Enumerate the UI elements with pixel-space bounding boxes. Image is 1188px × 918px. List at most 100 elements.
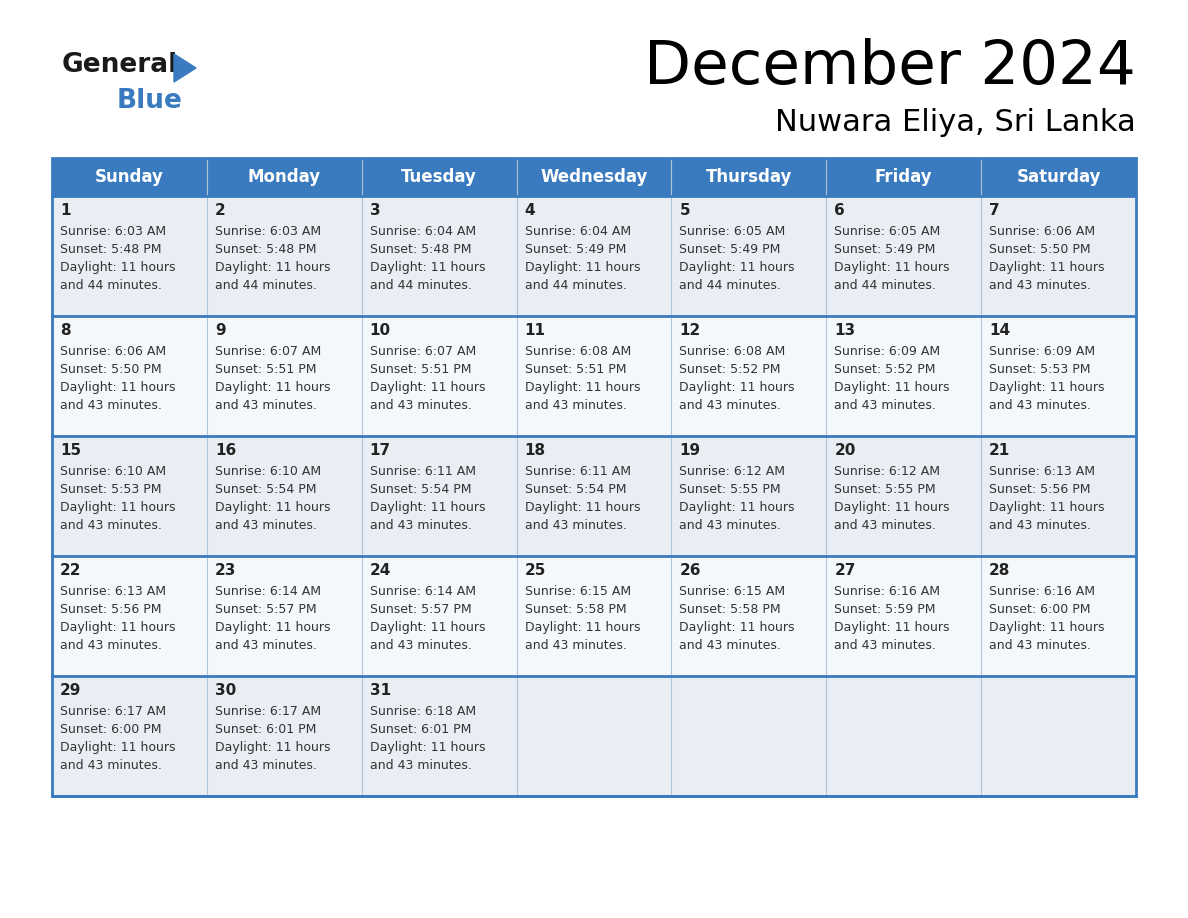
Text: and 43 minutes.: and 43 minutes.: [61, 519, 162, 532]
Text: Daylight: 11 hours: Daylight: 11 hours: [215, 621, 330, 634]
Text: Sunrise: 6:18 AM: Sunrise: 6:18 AM: [369, 705, 476, 718]
Bar: [827, 196, 981, 316]
Text: Nuwara Eliya, Sri Lanka: Nuwara Eliya, Sri Lanka: [776, 108, 1136, 137]
Text: and 43 minutes.: and 43 minutes.: [990, 639, 1091, 652]
Text: Daylight: 11 hours: Daylight: 11 hours: [834, 501, 949, 514]
Bar: [207, 196, 361, 316]
Text: Daylight: 11 hours: Daylight: 11 hours: [990, 501, 1105, 514]
Text: 14: 14: [990, 323, 1010, 338]
Text: Sunrise: 6:04 AM: Sunrise: 6:04 AM: [369, 225, 476, 238]
Text: Daylight: 11 hours: Daylight: 11 hours: [61, 621, 176, 634]
Text: and 43 minutes.: and 43 minutes.: [61, 399, 162, 412]
Bar: [671, 158, 827, 196]
Text: and 44 minutes.: and 44 minutes.: [525, 279, 626, 292]
Text: and 44 minutes.: and 44 minutes.: [61, 279, 162, 292]
Text: Sunrise: 6:03 AM: Sunrise: 6:03 AM: [215, 225, 321, 238]
Bar: [52, 158, 207, 196]
Text: Daylight: 11 hours: Daylight: 11 hours: [990, 381, 1105, 394]
Text: 4: 4: [525, 203, 536, 218]
Text: and 43 minutes.: and 43 minutes.: [834, 519, 936, 532]
Text: 9: 9: [215, 323, 226, 338]
Text: Daylight: 11 hours: Daylight: 11 hours: [369, 501, 485, 514]
Text: Sunrise: 6:17 AM: Sunrise: 6:17 AM: [61, 705, 166, 718]
Bar: [671, 196, 827, 316]
Bar: [52, 556, 207, 676]
Text: Sunrise: 6:04 AM: Sunrise: 6:04 AM: [525, 225, 631, 238]
Bar: [981, 316, 1136, 436]
Text: and 44 minutes.: and 44 minutes.: [215, 279, 317, 292]
Text: Sunset: 5:48 PM: Sunset: 5:48 PM: [61, 243, 162, 256]
Text: Wednesday: Wednesday: [541, 168, 647, 186]
Text: Sunset: 5:48 PM: Sunset: 5:48 PM: [215, 243, 316, 256]
Bar: [517, 676, 671, 796]
Text: Sunset: 6:01 PM: Sunset: 6:01 PM: [215, 723, 316, 736]
Text: Sunset: 5:50 PM: Sunset: 5:50 PM: [61, 363, 162, 376]
Text: Sunset: 5:58 PM: Sunset: 5:58 PM: [525, 603, 626, 616]
Text: Sunset: 5:49 PM: Sunset: 5:49 PM: [680, 243, 781, 256]
Text: and 43 minutes.: and 43 minutes.: [215, 519, 317, 532]
Text: Sunset: 5:49 PM: Sunset: 5:49 PM: [525, 243, 626, 256]
Bar: [361, 676, 517, 796]
Bar: [827, 676, 981, 796]
Text: and 43 minutes.: and 43 minutes.: [369, 759, 472, 772]
Text: Daylight: 11 hours: Daylight: 11 hours: [834, 261, 949, 274]
Bar: [827, 158, 981, 196]
Bar: [52, 316, 207, 436]
Text: Sunset: 6:00 PM: Sunset: 6:00 PM: [990, 603, 1091, 616]
Text: 11: 11: [525, 323, 545, 338]
Bar: [981, 436, 1136, 556]
Text: Sunset: 5:56 PM: Sunset: 5:56 PM: [990, 483, 1091, 496]
Text: and 43 minutes.: and 43 minutes.: [680, 399, 782, 412]
Text: Sunset: 5:48 PM: Sunset: 5:48 PM: [369, 243, 472, 256]
Text: Sunset: 5:57 PM: Sunset: 5:57 PM: [369, 603, 472, 616]
Text: Sunrise: 6:14 AM: Sunrise: 6:14 AM: [369, 585, 475, 598]
Bar: [207, 158, 361, 196]
Text: and 43 minutes.: and 43 minutes.: [369, 399, 472, 412]
Text: 18: 18: [525, 443, 545, 458]
Text: Sunrise: 6:16 AM: Sunrise: 6:16 AM: [834, 585, 940, 598]
Text: Sunset: 5:53 PM: Sunset: 5:53 PM: [61, 483, 162, 496]
Polygon shape: [173, 54, 196, 82]
Text: Daylight: 11 hours: Daylight: 11 hours: [369, 741, 485, 754]
Bar: [981, 676, 1136, 796]
Text: 27: 27: [834, 563, 855, 578]
Text: Sunrise: 6:14 AM: Sunrise: 6:14 AM: [215, 585, 321, 598]
Text: and 44 minutes.: and 44 minutes.: [369, 279, 472, 292]
Bar: [361, 316, 517, 436]
Text: 6: 6: [834, 203, 845, 218]
Text: Sunset: 5:53 PM: Sunset: 5:53 PM: [990, 363, 1091, 376]
Text: Daylight: 11 hours: Daylight: 11 hours: [680, 261, 795, 274]
Text: Sunset: 5:54 PM: Sunset: 5:54 PM: [525, 483, 626, 496]
Text: Sunrise: 6:06 AM: Sunrise: 6:06 AM: [990, 225, 1095, 238]
Text: Blue: Blue: [116, 88, 183, 114]
Text: 19: 19: [680, 443, 701, 458]
Text: Sunset: 6:01 PM: Sunset: 6:01 PM: [369, 723, 472, 736]
Text: Daylight: 11 hours: Daylight: 11 hours: [680, 501, 795, 514]
Bar: [517, 196, 671, 316]
Text: Sunrise: 6:15 AM: Sunrise: 6:15 AM: [525, 585, 631, 598]
Text: Sunday: Sunday: [95, 168, 164, 186]
Text: Sunset: 5:54 PM: Sunset: 5:54 PM: [369, 483, 472, 496]
Text: 3: 3: [369, 203, 380, 218]
Text: Sunrise: 6:11 AM: Sunrise: 6:11 AM: [525, 465, 631, 478]
Text: Sunset: 5:52 PM: Sunset: 5:52 PM: [680, 363, 781, 376]
Text: 23: 23: [215, 563, 236, 578]
Text: Sunset: 5:55 PM: Sunset: 5:55 PM: [680, 483, 781, 496]
Text: Sunset: 5:52 PM: Sunset: 5:52 PM: [834, 363, 936, 376]
Text: and 43 minutes.: and 43 minutes.: [525, 519, 626, 532]
Text: 21: 21: [990, 443, 1010, 458]
Text: Monday: Monday: [248, 168, 321, 186]
Bar: [361, 556, 517, 676]
Text: Sunrise: 6:10 AM: Sunrise: 6:10 AM: [61, 465, 166, 478]
Text: Sunrise: 6:05 AM: Sunrise: 6:05 AM: [834, 225, 941, 238]
Text: 13: 13: [834, 323, 855, 338]
Text: Friday: Friday: [874, 168, 933, 186]
Text: Saturday: Saturday: [1016, 168, 1101, 186]
Bar: [981, 196, 1136, 316]
Text: Daylight: 11 hours: Daylight: 11 hours: [369, 381, 485, 394]
Text: Sunset: 5:59 PM: Sunset: 5:59 PM: [834, 603, 936, 616]
Text: Daylight: 11 hours: Daylight: 11 hours: [834, 621, 949, 634]
Bar: [207, 436, 361, 556]
Text: and 43 minutes.: and 43 minutes.: [525, 399, 626, 412]
Text: and 43 minutes.: and 43 minutes.: [680, 519, 782, 532]
